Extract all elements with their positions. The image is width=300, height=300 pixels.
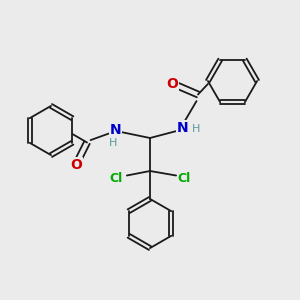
Text: Cl: Cl: [178, 172, 191, 185]
Text: N: N: [110, 124, 121, 137]
Text: Cl: Cl: [109, 172, 122, 185]
Text: O: O: [167, 77, 178, 91]
Text: N: N: [177, 121, 189, 134]
Text: H: H: [191, 124, 200, 134]
Text: O: O: [70, 158, 83, 172]
Text: H: H: [109, 138, 117, 148]
